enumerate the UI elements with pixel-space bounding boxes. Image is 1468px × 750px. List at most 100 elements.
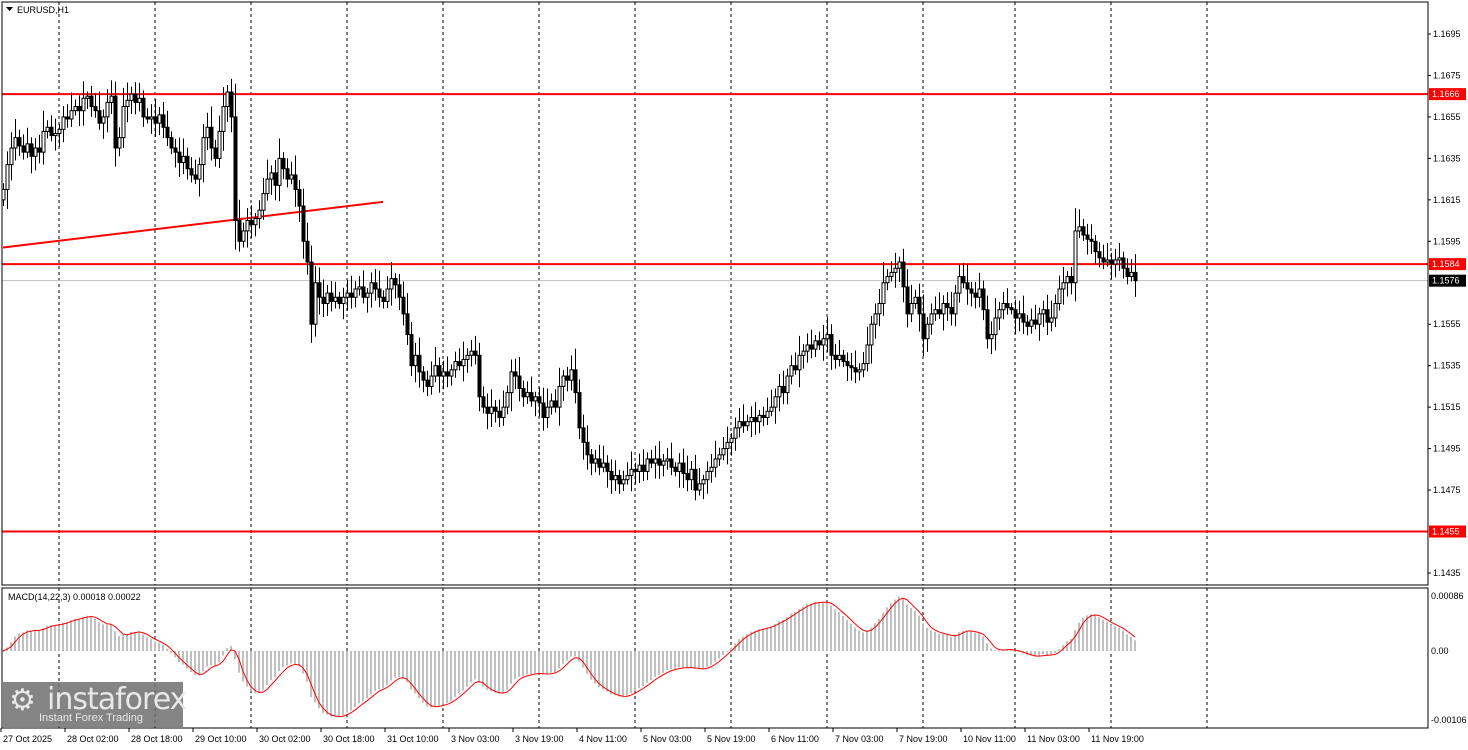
bear-candle-body — [669, 458, 674, 468]
candle — [965, 264, 970, 305]
macd-signal-line — [2, 597, 1136, 718]
bull-candle-body — [73, 106, 78, 112]
candle — [941, 295, 946, 331]
bear-candle-body — [649, 458, 654, 464]
bear-candle-body — [1025, 321, 1030, 327]
macd-histogram-bar — [534, 651, 536, 674]
candle — [1109, 252, 1114, 280]
dropdown-triangle-icon[interactable] — [6, 7, 13, 11]
bear-candle-body — [1033, 319, 1038, 325]
macd-histogram-bar — [1010, 649, 1012, 651]
macd-histogram-bar — [178, 651, 180, 662]
candle — [29, 137, 34, 174]
bear-candle-body — [1069, 276, 1074, 284]
bear-candle-body — [37, 147, 42, 153]
candle — [925, 317, 930, 352]
candle — [305, 222, 310, 275]
macd-histogram-bar — [1110, 624, 1112, 651]
macd-histogram-bar — [1126, 634, 1128, 651]
bull-candle-body — [1037, 313, 1042, 325]
macd-histogram-bar — [898, 596, 900, 651]
candle — [345, 279, 350, 311]
bear-candle-body — [213, 147, 218, 159]
bull-candle-body — [357, 286, 362, 290]
candle — [841, 349, 846, 367]
bear-candle-body — [753, 417, 758, 423]
candle — [173, 138, 178, 168]
candle — [317, 267, 322, 315]
macd-histogram-bar — [554, 651, 556, 673]
candle — [725, 426, 730, 465]
candle — [245, 208, 250, 248]
macd-histogram-bar — [658, 651, 660, 676]
candle — [537, 387, 542, 417]
macd-histogram-bar — [702, 651, 704, 669]
bull-candle-body — [245, 220, 250, 232]
candle — [377, 270, 382, 308]
bull-candle-body — [85, 95, 90, 99]
candle — [329, 281, 334, 312]
candle — [137, 82, 142, 112]
macd-histogram-bar — [882, 612, 884, 651]
macd-histogram-bar — [358, 651, 360, 704]
candle — [321, 279, 326, 318]
candle — [513, 358, 518, 390]
candle — [557, 367, 562, 426]
macd-histogram-bar — [154, 641, 156, 651]
candle — [413, 342, 418, 383]
bear-candle-body — [437, 365, 442, 377]
x-tick-label: 31 Oct 10:00 — [387, 734, 439, 744]
macd-histogram-bar — [858, 630, 860, 651]
candle — [17, 129, 22, 156]
candle — [837, 339, 842, 367]
macd-histogram-bar — [1014, 651, 1016, 652]
x-tick-label: 3 Nov 03:00 — [451, 734, 500, 744]
x-tick-label: 30 Oct 18:00 — [323, 734, 375, 744]
bull-candle-body — [613, 475, 618, 481]
macd-histogram-bar — [562, 651, 564, 664]
candle — [789, 355, 794, 385]
macd-histogram-bar — [330, 651, 332, 717]
bull-candle-body — [1065, 276, 1070, 284]
bear-candle-body — [517, 375, 522, 389]
y-tick-label: 1.1475 — [1433, 485, 1461, 495]
bear-candle-body — [553, 400, 558, 408]
bull-candle-body — [873, 313, 878, 325]
macd-histogram-bar — [746, 634, 748, 651]
y-tick-label: 1.1555 — [1433, 319, 1461, 329]
macd-tick-label: 0.00 — [1431, 646, 1449, 656]
bull-candle-body — [105, 101, 110, 118]
macd-histogram-bar — [1050, 651, 1052, 656]
bear-candle-body — [809, 344, 814, 350]
bear-candle-body — [417, 354, 422, 373]
candle — [533, 391, 538, 417]
bear-candle-body — [145, 116, 150, 120]
candle — [153, 99, 158, 137]
bull-candle-body — [637, 464, 642, 472]
bull-candle-body — [81, 97, 86, 112]
candle — [1105, 242, 1110, 267]
macd-label: MACD(14,22,3) 0.00018 0.00022 — [8, 592, 141, 602]
macd-histogram-bar — [242, 651, 244, 682]
macd-histogram-bar — [478, 651, 480, 683]
macd-histogram-bar — [282, 651, 284, 668]
candle — [5, 151, 10, 209]
bull-candle-body — [813, 340, 818, 350]
candle — [281, 152, 286, 180]
macd-histogram-bar — [926, 627, 928, 651]
candle — [717, 447, 722, 467]
bull-candle-body — [345, 292, 350, 298]
bear-candle-body — [641, 464, 646, 472]
chart-title[interactable]: EURUSD,H1 — [6, 5, 69, 15]
bull-candle-body — [453, 361, 458, 371]
macd-histogram-bar — [1098, 617, 1100, 651]
bull-candle-body — [117, 137, 122, 149]
macd-histogram-bar — [706, 651, 708, 668]
bear-candle-body — [581, 427, 586, 443]
macd-histogram-bar — [1054, 651, 1056, 654]
bull-candle-body — [525, 392, 530, 398]
candle — [1133, 254, 1138, 297]
macd-histogram-bar — [938, 633, 940, 651]
